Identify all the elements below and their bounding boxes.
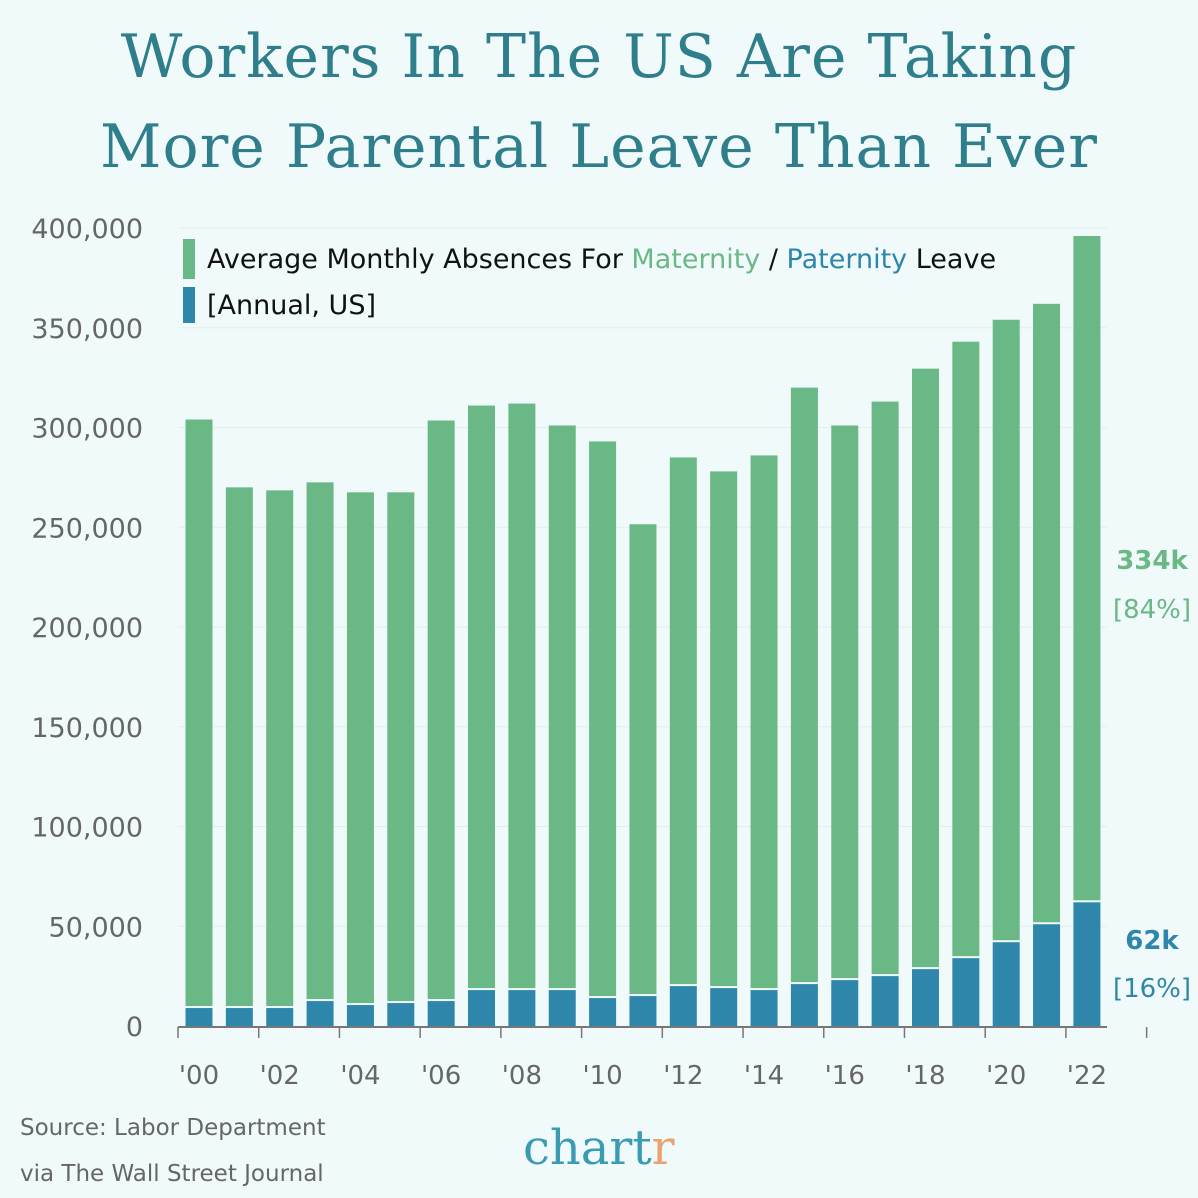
bar-maternity-2019 bbox=[952, 341, 980, 957]
y-tick-label: 100,000 bbox=[31, 813, 143, 844]
bar-paternity-2016 bbox=[831, 980, 859, 1026]
bar-maternity-2011 bbox=[629, 524, 657, 995]
bar-maternity-2005 bbox=[387, 492, 415, 1002]
bar-maternity-2004 bbox=[346, 492, 374, 1004]
x-tick-label: '06 bbox=[421, 1061, 461, 1091]
legend-swatch-maternity bbox=[183, 239, 195, 279]
chart-title: Workers In The US Are Taking More Parent… bbox=[0, 12, 1198, 192]
bar-paternity-2010 bbox=[589, 998, 617, 1026]
x-tick-label: '10 bbox=[582, 1061, 622, 1091]
x-tick-label: '16 bbox=[825, 1061, 865, 1091]
x-tick-label: '22 bbox=[1067, 1061, 1107, 1091]
legend-swatch-paternity bbox=[183, 287, 195, 323]
title-line-1: Workers In The US Are Taking bbox=[120, 22, 1078, 92]
bar-paternity-2014 bbox=[750, 990, 778, 1026]
source-line-1: Source: Labor Department bbox=[20, 1115, 326, 1141]
bar-paternity-2006 bbox=[427, 1001, 455, 1026]
x-tick-label: '02 bbox=[260, 1061, 300, 1091]
bar-paternity-2018 bbox=[911, 969, 939, 1026]
bar-paternity-2004 bbox=[346, 1005, 374, 1026]
bar-maternity-2009 bbox=[548, 425, 576, 989]
bar-maternity-2000 bbox=[185, 419, 213, 1007]
legend-title: Average Monthly Absences For Maternity /… bbox=[207, 243, 997, 275]
x-tick-label: '20 bbox=[986, 1061, 1026, 1091]
x-tick-label: '04 bbox=[340, 1061, 380, 1091]
bar-maternity-2021 bbox=[1033, 303, 1061, 923]
y-tick-label: 50,000 bbox=[49, 912, 143, 943]
bar-paternity-2021 bbox=[1033, 924, 1061, 1026]
bar-maternity-2003 bbox=[306, 482, 334, 1000]
bar-paternity-2011 bbox=[629, 996, 657, 1026]
bar-paternity-2000 bbox=[185, 1008, 213, 1026]
bar-paternity-2008 bbox=[508, 990, 536, 1026]
y-tick-label: 400,000 bbox=[31, 214, 143, 245]
bar-maternity-2010 bbox=[589, 441, 617, 997]
paternity-end-share: [16%] bbox=[1112, 974, 1192, 1004]
x-tick-label: '12 bbox=[663, 1061, 703, 1091]
chartr-logo: chartr bbox=[523, 1120, 675, 1176]
bar-maternity-2017 bbox=[871, 401, 899, 975]
bar-maternity-2016 bbox=[831, 425, 859, 979]
y-tick-label: 250,000 bbox=[31, 513, 143, 544]
bar-paternity-2003 bbox=[306, 1001, 334, 1026]
bar-maternity-2012 bbox=[669, 457, 697, 985]
legend: Average Monthly Absences For Maternity /… bbox=[183, 236, 996, 328]
x-tick-label: '00 bbox=[179, 1061, 219, 1091]
x-tick-label: '18 bbox=[905, 1061, 945, 1091]
bar-maternity-2013 bbox=[710, 471, 738, 987]
bar-paternity-2002 bbox=[266, 1008, 294, 1026]
bar-maternity-2014 bbox=[750, 455, 778, 989]
legend-subtitle: [Annual, US] bbox=[207, 289, 376, 321]
source-line-2: via The Wall Street Journal bbox=[20, 1161, 324, 1187]
bar-paternity-2017 bbox=[871, 976, 899, 1026]
bar-maternity-2020 bbox=[992, 319, 1020, 941]
maternity-end-share: [84%] bbox=[1112, 595, 1192, 625]
bar-paternity-2007 bbox=[468, 990, 496, 1026]
bar-maternity-2001 bbox=[225, 487, 253, 1007]
maternity-end-value: 334k bbox=[1116, 546, 1188, 576]
bar-maternity-2015 bbox=[790, 387, 818, 983]
y-tick-label: 350,000 bbox=[31, 314, 143, 345]
bar-maternity-2008 bbox=[508, 403, 536, 989]
y-tick-label: 150,000 bbox=[31, 713, 143, 744]
bar-paternity-2012 bbox=[669, 986, 697, 1026]
bar-paternity-2019 bbox=[952, 958, 980, 1026]
bar-paternity-2022 bbox=[1073, 902, 1101, 1026]
bar-maternity-2007 bbox=[468, 405, 496, 989]
legend-maternity: Maternity bbox=[631, 243, 761, 275]
bar-paternity-2009 bbox=[548, 990, 576, 1026]
bar-maternity-2022 bbox=[1073, 235, 1101, 901]
bar-paternity-2015 bbox=[790, 984, 818, 1026]
legend-paternity: Paternity bbox=[786, 243, 908, 275]
bar-maternity-2018 bbox=[911, 368, 939, 968]
bar-paternity-2013 bbox=[710, 988, 738, 1026]
bar-paternity-2005 bbox=[387, 1003, 415, 1026]
y-tick-label: 300,000 bbox=[31, 414, 143, 445]
source-note: Source: Labor Department via The Wall St… bbox=[20, 1105, 326, 1197]
paternity-end-value: 62k bbox=[1125, 926, 1179, 956]
y-tick-label: 200,000 bbox=[31, 613, 143, 644]
bar-paternity-2001 bbox=[225, 1008, 253, 1026]
title-line-2: More Parental Leave Than Ever bbox=[100, 112, 1098, 182]
x-tick-label: '08 bbox=[502, 1061, 542, 1091]
y-tick-label: 0 bbox=[126, 1012, 143, 1043]
bar-maternity-2006 bbox=[427, 420, 455, 1000]
bar-maternity-2002 bbox=[266, 490, 294, 1007]
bar-paternity-2020 bbox=[992, 942, 1020, 1026]
x-tick-label: '14 bbox=[744, 1061, 784, 1091]
